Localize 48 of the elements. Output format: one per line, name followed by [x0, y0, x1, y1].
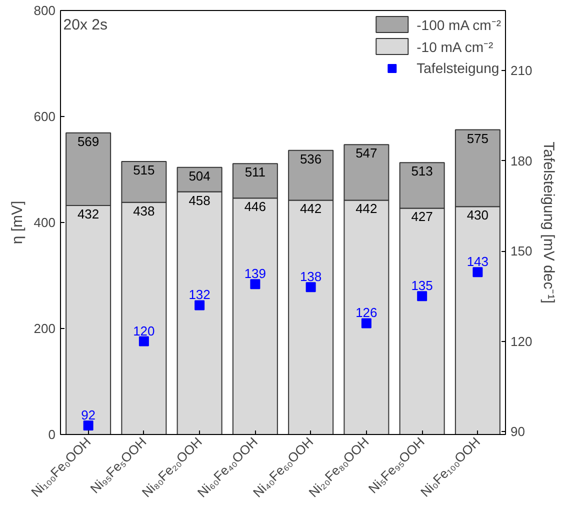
y2-tick-label: 90 [510, 424, 525, 439]
y-tick-label: 600 [34, 109, 56, 124]
data-label: 446 [244, 199, 266, 214]
data-label: 126 [356, 305, 378, 320]
data-label: 432 [77, 206, 100, 222]
point [138, 336, 149, 346]
y-tick-label: 0 [48, 427, 56, 442]
total-label: 511 [244, 164, 266, 180]
data-label: 438 [133, 203, 155, 218]
point [306, 282, 316, 292]
legend-label: -100 mA cm⁻² [416, 16, 501, 34]
data-label: 138 [300, 269, 322, 284]
y-axis-title: η [mV] [8, 200, 26, 244]
total-label: 569 [77, 134, 100, 149]
data-label: 139 [244, 266, 266, 282]
y2-tick-label: 180 [510, 153, 532, 168]
legend-label: Tafelsteigung [416, 60, 500, 76]
y2-tick-label: 150 [510, 244, 532, 259]
y-tick-label: 800 [34, 3, 56, 18]
data-label: 458 [188, 192, 210, 208]
data-label: 442 [300, 201, 322, 216]
point [250, 279, 260, 290]
point [194, 300, 205, 310]
y-tick-label: 400 [34, 215, 56, 230]
total-label: 513 [411, 164, 433, 179]
point [361, 318, 372, 328]
point [83, 420, 94, 430]
data-label: 430 [466, 208, 489, 223]
point [417, 291, 428, 302]
annotation: 20x 2s [63, 16, 108, 34]
total-label: 504 [188, 168, 210, 184]
y2-axis-title: Tafelsteigung [mV dec⁻¹] [540, 142, 558, 304]
data-label: 143 [466, 254, 489, 270]
data-label: 442 [356, 201, 378, 216]
point [472, 267, 483, 278]
data-label: 427 [411, 209, 433, 224]
data-label: 135 [411, 278, 433, 294]
total-label: 575 [466, 130, 489, 146]
data-label: 120 [133, 323, 155, 338]
total-label: 536 [300, 151, 322, 166]
data-label: 92 [81, 407, 96, 422]
total-label: 515 [133, 162, 155, 178]
data-label: 132 [188, 287, 210, 302]
total-label: 547 [356, 146, 378, 161]
y2-tick-label: 210 [510, 63, 532, 78]
y-tick-label: 200 [34, 321, 56, 336]
legend-label: -10 mA cm⁻² [416, 38, 494, 56]
y2-tick-label: 120 [510, 334, 532, 349]
